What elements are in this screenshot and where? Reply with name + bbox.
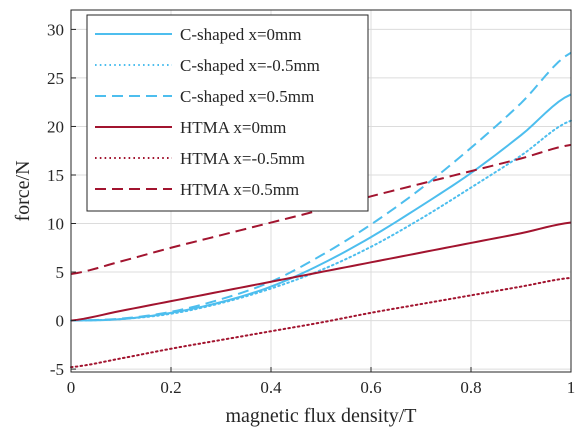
x-axis-label: magnetic flux density/T: [225, 405, 416, 427]
y-tick-label: -5: [50, 360, 64, 379]
x-tick-label: 0: [67, 378, 76, 397]
legend-label: C-shaped x=0.5mm: [180, 87, 314, 106]
y-tick-label: 30: [47, 20, 64, 39]
y-axis-label: force/N: [12, 160, 34, 221]
series-line-4: [70, 221, 572, 322]
x-tick-label: 0.8: [460, 378, 481, 397]
series-line-5: [70, 276, 572, 369]
x-tick-label: 0.6: [360, 378, 381, 397]
legend-label: HTMA x=-0.5mm: [180, 149, 305, 168]
legend-label: HTMA x=0.5mm: [180, 180, 299, 199]
y-tick-label: 5: [56, 263, 65, 282]
x-tick-label: 0.4: [260, 378, 282, 397]
y-tick-label: 0: [56, 312, 65, 331]
series-line-3: [70, 51, 572, 322]
legend: C-shaped x=0mm C-shaped x=-0.5mm C-shaped …: [86, 14, 369, 212]
legend-label: C-shaped x=-0.5mm: [180, 56, 320, 75]
y-tick-label: 25: [47, 69, 64, 88]
y-tick-label: 10: [47, 215, 64, 234]
x-tick-label: 0.2: [160, 378, 181, 397]
y-tick-label: 15: [47, 166, 64, 185]
series-line-2: [70, 119, 572, 322]
y-tick-label: 20: [47, 117, 64, 136]
legend-label: HTMA x=0mm: [180, 118, 286, 137]
plot-frame: [70, 9, 572, 373]
legend-box: [86, 14, 369, 212]
x-tick-label: 1: [567, 378, 575, 397]
legend-label: C-shaped x=0mm: [180, 25, 302, 44]
